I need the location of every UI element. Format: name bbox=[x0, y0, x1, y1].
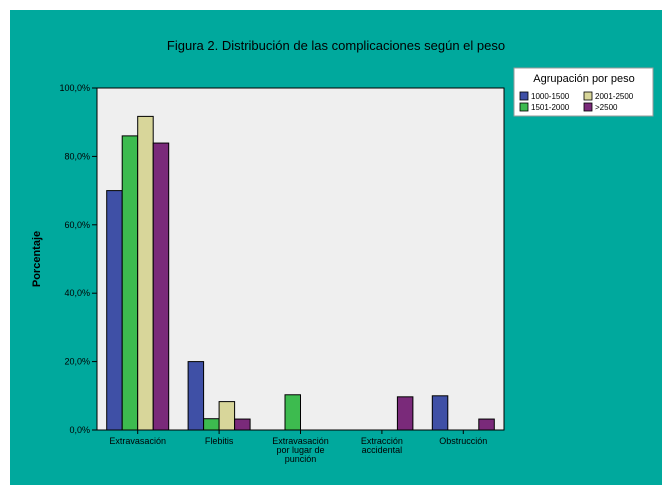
legend-swatch bbox=[583, 91, 593, 101]
legend-title: Agrupación por peso bbox=[533, 73, 635, 85]
y-tick-label: 100,0% bbox=[59, 83, 90, 93]
legend-swatch bbox=[519, 91, 529, 101]
legend-label: >2500 bbox=[595, 103, 618, 112]
legend-label: 2001-2500 bbox=[595, 92, 634, 101]
x-tick-label: Obstrucción bbox=[439, 436, 487, 446]
legend-box bbox=[513, 67, 654, 117]
chart-title: Figura 2. Distribución de las complicaci… bbox=[167, 38, 505, 53]
y-axis-label: Porcentaje bbox=[31, 231, 43, 287]
y-tick-label: 60,0% bbox=[64, 220, 90, 230]
bar bbox=[478, 418, 495, 431]
bar bbox=[431, 395, 449, 431]
bar bbox=[396, 396, 414, 431]
bar bbox=[106, 190, 123, 431]
legend-label: 1000-1500 bbox=[531, 92, 570, 101]
bar bbox=[284, 394, 301, 431]
y-axis-ticks: 0,0% 20,0% 40,0% 60,0% 80,0% 100,0% bbox=[59, 83, 97, 435]
x-tick-label: por lugar de bbox=[276, 445, 324, 455]
bar bbox=[152, 142, 170, 431]
legend-swatch bbox=[519, 102, 529, 112]
y-tick-label: 0,0% bbox=[69, 425, 90, 435]
x-tick-label: Extravasación bbox=[109, 436, 166, 446]
bar bbox=[203, 418, 220, 431]
legend-entries: 1000-1500 2001-2500 1501-2000 >2500 bbox=[519, 91, 634, 112]
legend-swatch bbox=[583, 102, 593, 112]
x-tick-label: accidental bbox=[362, 445, 403, 455]
legend-label: 1501-2000 bbox=[531, 103, 570, 112]
x-tick-label: Extravasación bbox=[272, 436, 329, 446]
bar bbox=[187, 361, 205, 431]
x-tick-label: punción bbox=[285, 454, 317, 464]
bars-layer bbox=[106, 115, 495, 431]
y-tick-label: 80,0% bbox=[64, 151, 90, 161]
y-tick-label: 20,0% bbox=[64, 357, 90, 367]
bar bbox=[121, 135, 139, 431]
bar bbox=[234, 418, 251, 431]
bar bbox=[218, 401, 236, 431]
x-tick-label: Extracción bbox=[361, 436, 403, 446]
x-tick-label: Flebitis bbox=[205, 436, 234, 446]
y-tick-label: 40,0% bbox=[64, 288, 90, 298]
bar bbox=[137, 115, 154, 431]
